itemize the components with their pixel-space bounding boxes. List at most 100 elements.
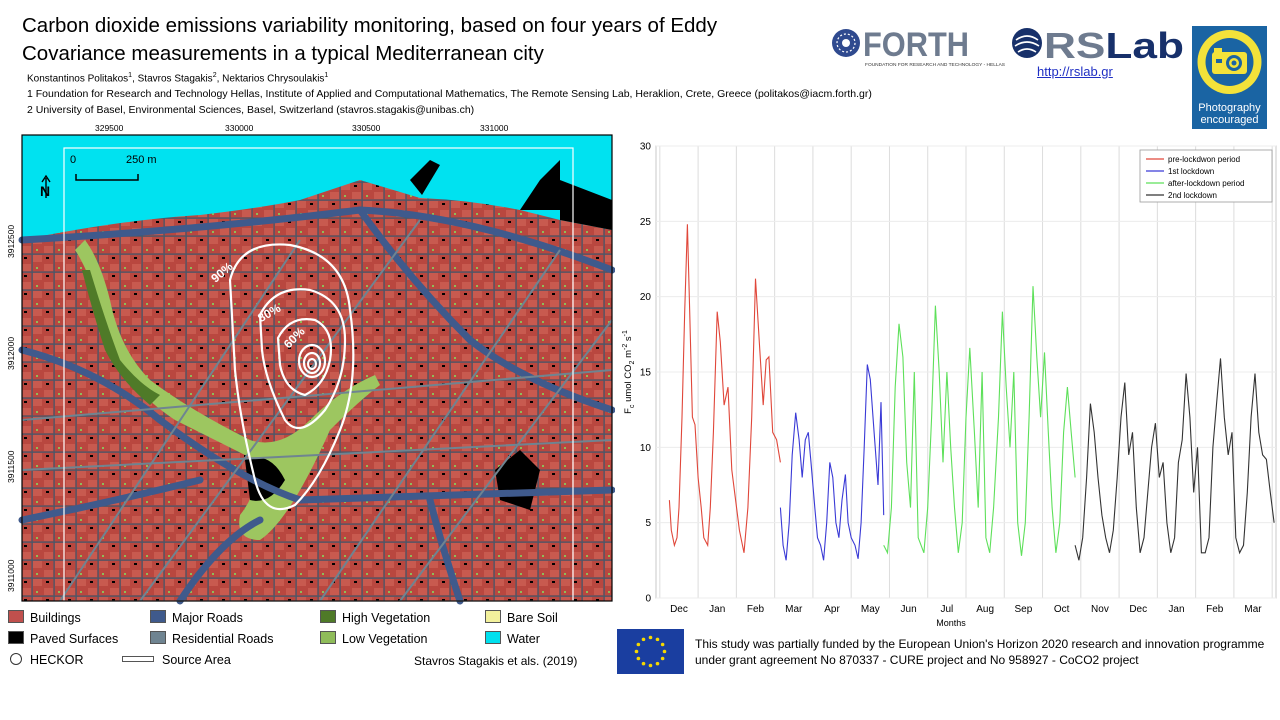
legend-item-bare-soil: Bare Soil (485, 610, 558, 625)
affiliation-2: 2 University of Basel, Environmental Sci… (27, 104, 475, 116)
chart-series-line (883, 286, 1076, 556)
chart-x-tick-label: Nov (1091, 604, 1109, 615)
chart-y-tick-label: 5 (645, 518, 651, 529)
map-x-tick: 331000 (480, 123, 509, 133)
north-arrow-icon: N (40, 174, 51, 199)
forth-logo-subtitle: FOUNDATION FOR RESEARCH AND TECHNOLOGY -… (865, 62, 1005, 67)
chart-y-tick-label: 15 (640, 368, 652, 379)
chart-legend-label: pre-lockdwon period (1168, 155, 1240, 164)
badge-line-2: encouraged (1200, 114, 1259, 126)
author-name: Stavros Stagakis (137, 73, 213, 85)
map-x-tick: 329500 (95, 123, 124, 133)
rslab-logo-text-rs: RS (1044, 25, 1105, 64)
legend-swatch (150, 610, 166, 623)
author-affiliation-mark: 1 (128, 72, 133, 79)
author-name: Konstantinos Politakos (27, 73, 129, 85)
rslab-logo: RS Lab (1010, 24, 1186, 66)
chart-x-tick-label: Feb (747, 604, 765, 615)
chart-x-tick-label: Oct (1054, 604, 1070, 615)
chart-series-line (779, 364, 885, 561)
eu-star-icon (636, 656, 641, 661)
map-park (75, 240, 380, 540)
map-y-tick: 3912000 (6, 337, 16, 370)
map-legend: Buildings Major Roads High Vegetation Ba… (0, 607, 620, 667)
photography-encouraged-badge: Photography encouraged (1192, 26, 1267, 129)
chart-x-tick-label: May (861, 604, 880, 615)
map-x-tick: 330000 (225, 123, 254, 133)
funding-statement: This study was partially funded by the E… (695, 637, 1265, 667)
legend-item-source-area: Source Area (122, 653, 231, 667)
scale-label-end: 250 m (126, 154, 157, 166)
map-y-tick: 3912500 (6, 225, 16, 258)
eu-star-icon (662, 649, 667, 654)
chart-y-tick-label: 20 (640, 292, 652, 303)
chart-y-tick-label: 0 (645, 594, 651, 605)
legend-swatch (150, 631, 166, 644)
affiliation-1: 1 Foundation for Research and Technology… (27, 88, 872, 100)
author-affiliation-mark: 2 (212, 72, 217, 79)
chart-series-line (1074, 358, 1275, 561)
citation: Stavros Stagakis et als. (2019) (414, 654, 578, 668)
poster-title: Carbon dioxide emissions variability mon… (22, 14, 718, 65)
map-y-tick: 3911000 (6, 559, 16, 592)
legend-swatch (485, 631, 501, 644)
heckor-circle-icon (10, 653, 22, 665)
chart-x-axis-label: Months (936, 618, 966, 628)
chart-legend-label: 2nd lockdown (1168, 191, 1217, 200)
legend-item-low-vegetation: Low Vegetation (320, 631, 428, 646)
legend-item-water: Water (485, 631, 540, 646)
author-affiliation-mark: 1 (324, 72, 329, 79)
scale-label-start: 0 (70, 154, 76, 166)
chart-x-tick-label: Aug (976, 604, 994, 615)
chart-y-tick-label: 25 (640, 217, 652, 228)
eu-star-icon (660, 642, 665, 647)
legend-item-buildings: Buildings (8, 610, 81, 625)
eu-flag-icon (617, 629, 684, 674)
eu-star-icon (634, 649, 639, 654)
legend-item-heckor: HECKOR (10, 653, 83, 667)
chart-x-tick-label: Jan (709, 604, 725, 615)
eu-star-icon (641, 661, 646, 666)
chart-legend-label: 1st lockdown (1168, 167, 1214, 176)
map-y-tick: 3911500 (6, 450, 16, 483)
camera-icon (1197, 30, 1262, 94)
co2-flux-chart: 0 5 10 15 20 25 30 Dec Jan Feb Mar Apr May Jun Jul Aug S… (620, 132, 1280, 632)
footprint-contours (228, 243, 355, 511)
eu-star-icon (636, 642, 641, 647)
chart-x-tick-label: Jun (901, 604, 917, 615)
legend-item-major-roads: Major Roads (150, 610, 243, 625)
legend-item-residential-roads: Residential Roads (150, 631, 273, 646)
chart-y-tick-label: 10 (640, 443, 652, 454)
chart-x-tick-label: Dec (1129, 604, 1147, 615)
eu-star-icon (655, 637, 660, 642)
eu-star-icon (655, 661, 660, 666)
legend-swatch (320, 631, 336, 644)
legend-swatch (320, 610, 336, 623)
eu-star-icon (648, 635, 653, 640)
chart-x-tick-label: Feb (1206, 604, 1224, 615)
eu-star-icon (641, 637, 646, 642)
land-cover-map: 90% 80% 60% 0 250 m N 329500 330000 3305… (0, 120, 616, 606)
author-name: Nektarios Chrysoulakis (222, 73, 325, 85)
author-list: Konstantinos Politakos1, Stavros Stagaki… (27, 72, 329, 85)
eu-star-icon (648, 663, 653, 668)
chart-x-tick-label: Dec (670, 604, 688, 615)
chart-x-tick-label: Apr (824, 604, 840, 615)
chart-x-tick-label: Sep (1015, 604, 1033, 615)
forth-logo: FORTH FOUNDATION FOR RESEARCH AND TECHNO… (830, 26, 1005, 70)
legend-swatch (485, 610, 501, 623)
legend-item-paved-surfaces: Paved Surfaces (8, 631, 118, 646)
map-x-tick: 330500 (352, 123, 381, 133)
chart-x-tick-label: Jul (940, 604, 953, 615)
rslab-logo-text-lab: Lab (1105, 25, 1184, 64)
eu-star-icon (660, 656, 665, 661)
north-symbol: N (40, 183, 50, 199)
chart-x-tick-label: Mar (785, 604, 803, 615)
chart-y-tick-label: 30 (640, 142, 652, 153)
source-area-swatch (122, 656, 154, 662)
rslab-website-link[interactable]: http://rslab.gr (1037, 64, 1113, 79)
chart-y-axis-label: Fc umol CO2 m-2 s-1 (622, 330, 636, 414)
forth-logo-text: FORTH (863, 26, 969, 64)
chart-x-tick-label: Mar (1244, 604, 1262, 615)
